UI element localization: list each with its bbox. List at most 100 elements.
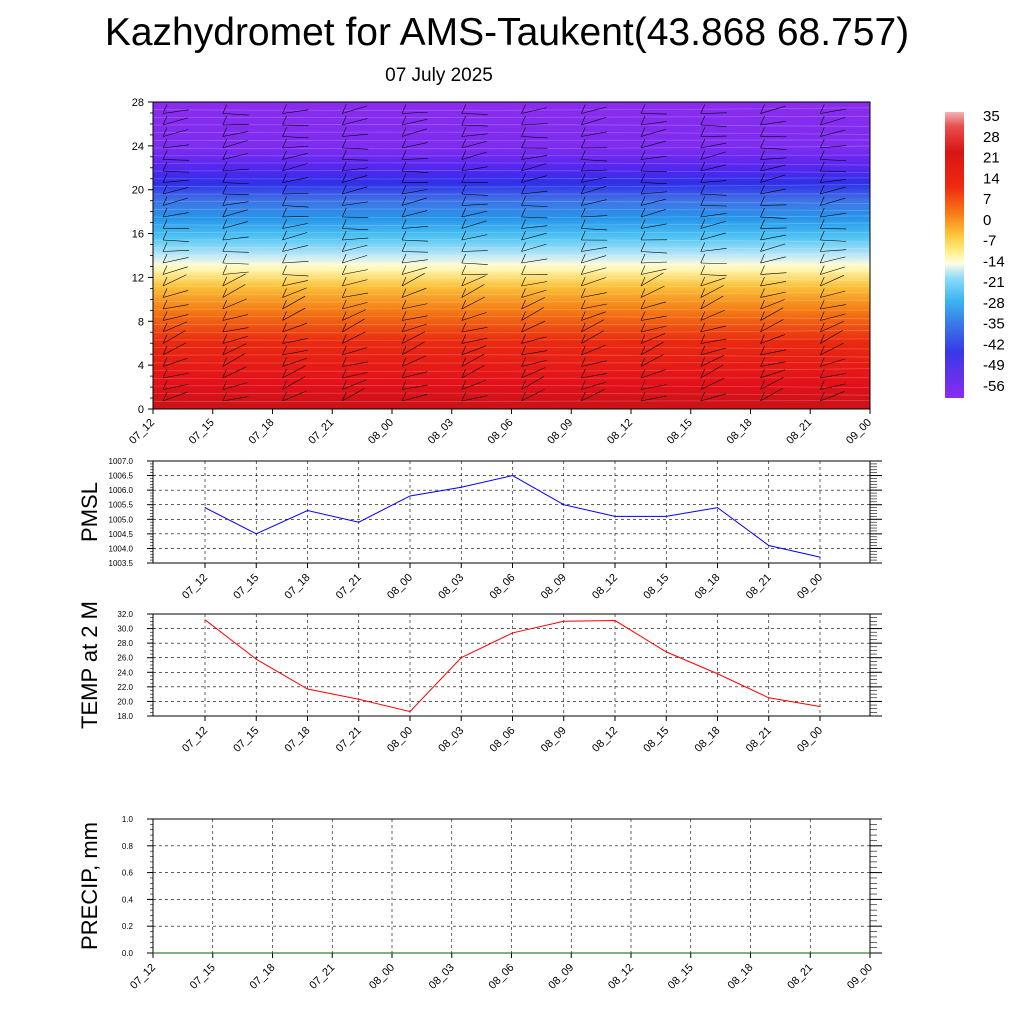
- wind-barb-flag: [700, 219, 706, 229]
- wind-barb: [820, 313, 846, 321]
- wind-barb-flag: [819, 253, 825, 264]
- wind-barb: [581, 311, 606, 321]
- wind-barb: [700, 213, 727, 218]
- wind-barb: [282, 349, 309, 356]
- wind-barb-flag: [222, 184, 228, 195]
- wind-barb: [700, 325, 727, 333]
- contour-line: [152, 162, 871, 166]
- wind-barb: [401, 128, 427, 137]
- wind-barb: [820, 256, 846, 264]
- wind-barb: [521, 359, 547, 367]
- wind-barb: [162, 109, 189, 114]
- wind-barb-flag: [222, 150, 228, 160]
- wind-barb: [401, 384, 428, 390]
- wind-barb-flag: [700, 196, 706, 206]
- contour-line: [152, 208, 871, 212]
- wind-barb: [760, 281, 787, 287]
- wind-barb-flag: [401, 322, 407, 333]
- wind-barb: [581, 303, 607, 310]
- wind-barb-flag: [222, 345, 228, 356]
- wind-barb-flag: [700, 357, 706, 367]
- wind-barb: [461, 234, 488, 241]
- wind-barb: [162, 197, 188, 206]
- colorbar-label: -49: [983, 357, 1005, 374]
- wind-barb: [640, 369, 666, 379]
- wind-barb: [640, 113, 668, 115]
- wind-barb: [820, 186, 846, 195]
- data-point: [255, 658, 257, 660]
- wind-barb: [342, 167, 369, 172]
- heatmap-y-tick-label: 4: [138, 360, 144, 372]
- data-point: [204, 507, 206, 509]
- contour-line: [152, 346, 871, 350]
- wind-barb-flag: [521, 104, 526, 114]
- wind-barb-flag: [700, 299, 706, 310]
- wind-barb-flag: [162, 138, 168, 149]
- wind-barb: [342, 201, 369, 206]
- wind-barb: [521, 205, 548, 207]
- wind-barb-flag: [521, 138, 526, 149]
- wind-barb-flag: [222, 276, 228, 287]
- wind-barb: [461, 345, 487, 356]
- wind-barb-flag: [640, 380, 646, 390]
- wind-barb-flag: [760, 184, 765, 195]
- wind-barb: [222, 131, 249, 137]
- heatmap-x-tick-label: 08_03: [426, 417, 456, 447]
- wind-barb-flag: [461, 380, 467, 390]
- wind-barb: [342, 133, 369, 137]
- x-tick-label: 07_21: [334, 572, 364, 602]
- y-tick-label: 18.0: [117, 712, 133, 721]
- wind-barb-flag: [760, 345, 765, 356]
- wind-barb-flag: [819, 115, 825, 126]
- x-tick-label: 07_15: [231, 572, 261, 602]
- wind-barb-flag: [222, 265, 228, 275]
- wind-barb-flag: [222, 288, 228, 298]
- contour-line: [152, 215, 871, 218]
- y-tick-label: 22.0: [117, 683, 133, 692]
- data-point: [358, 521, 360, 523]
- contour-line: [152, 139, 871, 141]
- wind-barb-flag: [341, 161, 347, 172]
- wind-barb-flag: [401, 357, 407, 367]
- wind-barb-flag: [760, 334, 765, 344]
- wind-barb: [581, 228, 608, 231]
- wind-barb-flag: [700, 115, 706, 126]
- wind-barb-flag: [760, 104, 765, 114]
- wind-barb-flag: [341, 150, 347, 160]
- wind-barb: [162, 257, 189, 264]
- wind-barb: [342, 175, 368, 183]
- wind-barb-flag: [282, 368, 287, 379]
- wind-barb: [521, 107, 547, 114]
- y-tick-label: 0.8: [122, 842, 134, 851]
- x-tick-label: 07_18: [283, 572, 313, 602]
- data-point: [768, 545, 770, 547]
- wind-barb: [342, 279, 368, 287]
- wind-barb: [222, 314, 249, 321]
- colorbar-label: 28: [983, 129, 1000, 146]
- y-tick-label: 1004.0: [109, 544, 134, 553]
- wind-barb-flag: [282, 104, 287, 114]
- wind-barb: [820, 290, 846, 298]
- wind-barb: [282, 232, 308, 241]
- y-tick-label: 0.6: [122, 869, 134, 878]
- wind-barb: [521, 367, 546, 379]
- wind-barb-flag: [461, 150, 467, 160]
- wind-barb-flag: [341, 334, 347, 344]
- data-point: [512, 632, 513, 634]
- wind-barb-flag: [222, 299, 228, 310]
- wind-barb: [282, 205, 309, 208]
- wind-barb: [700, 274, 727, 276]
- wind-barb-flag: [819, 207, 825, 218]
- x-tick-label: 08_15: [641, 572, 671, 602]
- wind-barb: [640, 155, 667, 160]
- y-tick-label: 1005.0: [109, 515, 134, 524]
- data-point: [307, 510, 308, 512]
- wind-barb-flag: [521, 276, 526, 287]
- wind-barb: [640, 223, 667, 229]
- wind-barb: [760, 272, 787, 275]
- wind-barb: [521, 258, 548, 264]
- wind-barb-flag: [401, 207, 407, 218]
- wind-barb: [581, 373, 607, 379]
- wind-barb: [581, 159, 608, 162]
